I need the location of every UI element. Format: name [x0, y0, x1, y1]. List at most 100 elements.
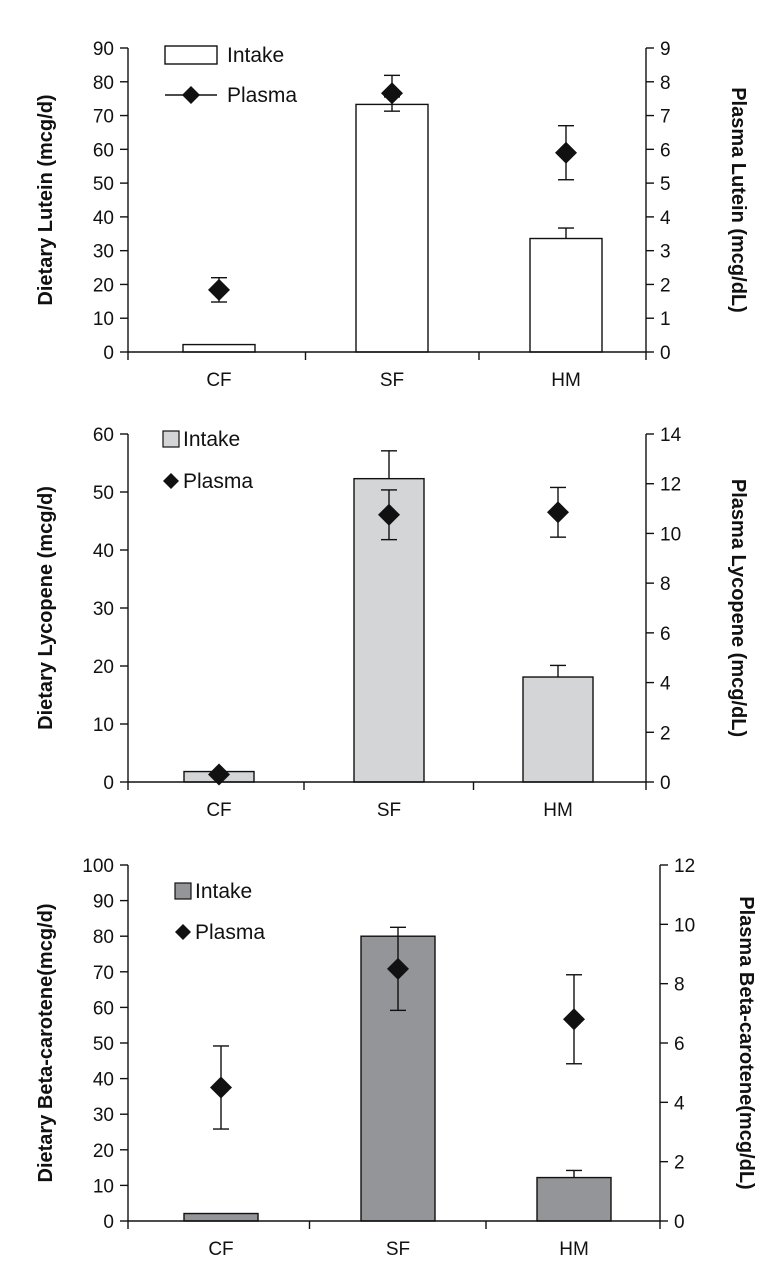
right-tick-label: 14 — [660, 425, 682, 446]
intake-bar — [529, 237, 603, 353]
left-tick-label: 0 — [103, 773, 114, 794]
right-tick-label: 8 — [660, 574, 671, 595]
legend-plasma-marker — [163, 473, 179, 489]
x-category-label: SF — [386, 1239, 410, 1260]
legend-plasma-label: Plasma — [227, 84, 297, 107]
right-tick-label: 7 — [660, 107, 671, 128]
right-tick-label: 6 — [660, 624, 671, 645]
right-tick-label: 10 — [660, 524, 681, 545]
legend-intake-swatch — [162, 430, 180, 448]
left-tick-label: 70 — [93, 963, 114, 984]
right-axis-title: Plasma Lutein (mcg/dL) — [727, 87, 749, 313]
left-tick-label: 70 — [93, 107, 114, 128]
right-tick-label: 4 — [660, 674, 671, 695]
legend-plasma-marker — [175, 924, 191, 940]
right-tick-label: 8 — [660, 73, 671, 94]
right-tick-label: 9 — [660, 39, 671, 60]
left-tick-label: 0 — [103, 1212, 114, 1233]
left-tick-label: 50 — [93, 483, 114, 504]
plasma-point — [208, 763, 230, 786]
left-tick-label: 40 — [93, 541, 114, 562]
left-tick-label: 20 — [93, 1141, 114, 1162]
right-tick-label: 5 — [660, 174, 671, 195]
x-category-label: HM — [551, 370, 581, 391]
chart-panel-1: 0 10 20 30 40 50 60 70 80 90 0 1 2 3 4 5 6 7 8 9 CF SF HM Dieta… — [35, 39, 749, 391]
left-tick-label: 20 — [93, 275, 114, 296]
left-tick-label: 0 — [103, 343, 114, 364]
right-tick-label: 2 — [674, 1153, 685, 1174]
plasma-point — [387, 957, 409, 980]
left-tick-label: 30 — [93, 599, 114, 620]
left-axis-title: Dietary Lutein (mcg/d) — [35, 94, 57, 305]
x-category-label: SF — [377, 800, 401, 821]
right-tick-label: 3 — [660, 242, 671, 263]
legend: Intake Plasma — [164, 44, 297, 107]
legend-plasma-label: Plasma — [195, 921, 265, 944]
left-tick-label: 50 — [93, 174, 114, 195]
left-axis-title: Dietary Lycopene (mcg/d) — [35, 486, 57, 730]
left-tick-label: 20 — [93, 657, 114, 678]
intake-bar — [183, 1212, 259, 1222]
right-tick-label: 4 — [660, 208, 671, 229]
right-axis-title: Plasma Lycopene (mcg/dL) — [727, 479, 749, 737]
left-tick-label: 90 — [93, 39, 114, 60]
legend-intake-label: Intake — [183, 428, 240, 451]
legend-intake-swatch — [164, 45, 218, 65]
right-tick-label: 12 — [674, 856, 695, 877]
left-tick-label: 80 — [93, 73, 114, 94]
left-tick-label: 30 — [93, 242, 114, 263]
intake-bar — [355, 103, 429, 353]
x-category-label: SF — [380, 370, 404, 391]
plasma-point — [208, 278, 230, 301]
left-tick-label: 10 — [93, 1176, 114, 1197]
left-tick-label: 60 — [93, 998, 114, 1019]
left-tick-label: 80 — [93, 927, 114, 948]
left-axis-title: Dietary Beta-carotene(mcg/d) — [35, 904, 57, 1183]
x-category-label: HM — [559, 1239, 589, 1260]
right-axis-title: Plasma Beta-carotene(mcg/dL) — [735, 896, 757, 1189]
plasma-point — [547, 501, 569, 524]
left-tick-label: 90 — [93, 892, 114, 913]
legend: Intake Plasma — [162, 428, 253, 493]
left-tick-label: 100 — [82, 856, 114, 877]
plasma-point — [563, 1008, 585, 1031]
right-tick-label: 6 — [674, 1034, 685, 1055]
x-category-label: HM — [543, 800, 573, 821]
legend-plasma-label: Plasma — [183, 470, 253, 493]
left-tick-label: 10 — [93, 715, 114, 736]
legend-plasma-marker — [182, 86, 200, 104]
right-tick-label: 2 — [660, 723, 671, 744]
intake-bar — [522, 676, 594, 783]
right-tick-label: 0 — [660, 773, 671, 794]
left-tick-label: 50 — [93, 1034, 114, 1055]
right-tick-label: 8 — [674, 975, 685, 996]
intake-bar — [182, 343, 256, 353]
legend: Intake Plasma — [174, 880, 265, 944]
intake-bar — [536, 1176, 612, 1222]
plasma-point — [555, 141, 577, 164]
right-tick-label: 2 — [660, 275, 671, 296]
legend-intake-label: Intake — [227, 44, 284, 67]
x-category-label: CF — [208, 1239, 233, 1260]
left-tick-label: 60 — [93, 425, 114, 446]
left-tick-label: 40 — [93, 1070, 114, 1091]
right-tick-label: 0 — [660, 343, 671, 364]
plasma-point — [378, 503, 400, 526]
x-category-label: CF — [206, 370, 231, 391]
x-category-label: CF — [206, 800, 231, 821]
left-tick-label: 40 — [93, 208, 114, 229]
left-tick-label: 10 — [93, 309, 114, 330]
left-tick-label: 60 — [93, 140, 114, 161]
chart-panel-3: 0 10 20 30 40 50 60 70 80 90 100 0 2 4 6 8 10 12 CF SF HM Die… — [35, 856, 757, 1260]
right-tick-label: 12 — [660, 475, 681, 496]
legend-intake-swatch — [174, 882, 192, 900]
right-tick-label: 0 — [674, 1212, 685, 1233]
legend-intake-label: Intake — [195, 880, 252, 903]
right-tick-label: 6 — [660, 140, 671, 161]
right-tick-label: 4 — [674, 1093, 685, 1114]
plasma-point — [210, 1076, 232, 1099]
right-tick-label: 10 — [674, 915, 695, 936]
plasma-point — [381, 82, 403, 105]
